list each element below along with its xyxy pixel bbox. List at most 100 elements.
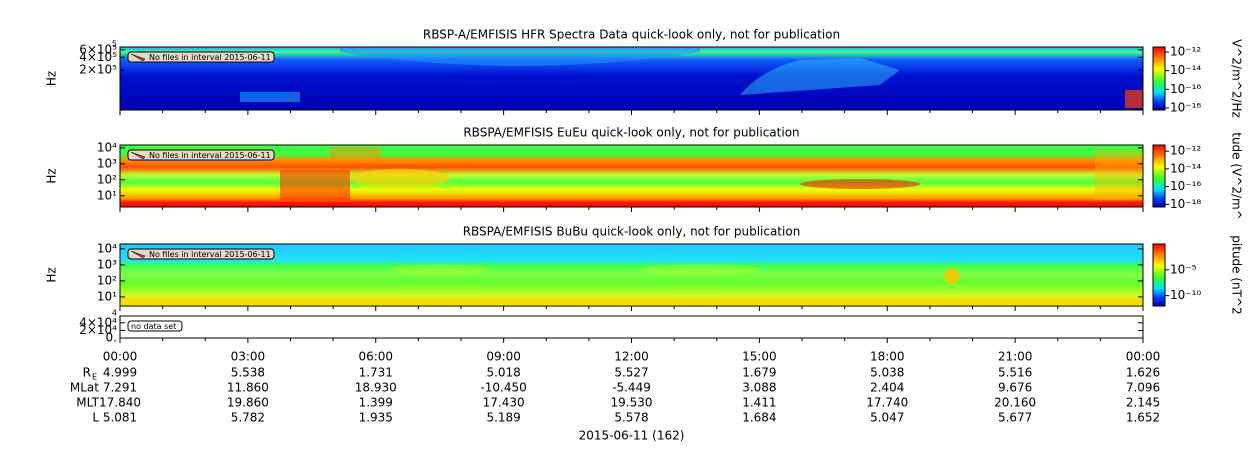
annotation-icon <box>130 250 146 259</box>
colorbar-label: pitude (nT^2 <box>1230 235 1244 314</box>
row-value: 19.530 <box>611 396 653 410</box>
y-axis-label: Hz <box>45 267 59 282</box>
row-value: 5.038 <box>870 366 904 380</box>
colorbar-label: V^2/m^2/Hz <box>1230 39 1244 118</box>
clipped-label: 5 <box>112 40 117 49</box>
row-value: 5.578 <box>614 411 648 425</box>
panel-title: RBSP-A/EMFISIS HFR Spectra Data quick-lo… <box>423 28 840 42</box>
colorbar-tick-label: 10⁻¹⁴ <box>1170 63 1201 77</box>
row-value: 7.096 <box>1126 381 1160 395</box>
x-tick-label: 03:00 <box>231 350 266 364</box>
row-value: 5.047 <box>870 411 904 425</box>
clipped-label: 4 <box>112 309 117 318</box>
x-tick-label: 21:00 <box>998 350 1033 364</box>
colorbar-tick-label: 10⁻¹⁶ <box>1170 179 1201 193</box>
colorbar-tick-label: 10⁻¹⁰ <box>1170 288 1201 302</box>
annotation-box <box>127 149 275 161</box>
row-value: 3.088 <box>742 381 776 395</box>
row-value: -5.449 <box>612 381 651 395</box>
row-value: 19.860 <box>227 396 269 410</box>
row-label: R <box>83 366 91 380</box>
annotation: No files in interval 2015-06-11 <box>127 248 275 260</box>
colorbar <box>1152 243 1166 307</box>
annotation-box <box>127 320 183 332</box>
row-value: 1.935 <box>359 411 393 425</box>
y-tick-label: 6×10⁵ <box>79 42 117 56</box>
y-tick-label: 10⁴ <box>97 241 117 255</box>
y-axis-label: Hz <box>45 71 59 86</box>
row-value: 1.626 <box>1126 366 1160 380</box>
colorbar-tick-label: 10⁻¹⁸ <box>1170 197 1201 211</box>
annotation-text: No files in interval 2015-06-11 <box>149 53 271 62</box>
y-tick-label: 10⁴ <box>97 140 117 154</box>
colorbar-tick-label: 10⁻¹⁸ <box>1170 100 1201 114</box>
row-value: 1.652 <box>1126 411 1160 425</box>
x-tick-label: 18:00 <box>870 350 905 364</box>
row-value: 17.430 <box>483 396 525 410</box>
spectrogram-texture <box>120 47 1143 338</box>
row-value: 5.677 <box>998 411 1032 425</box>
row-value: 1.411 <box>742 396 776 410</box>
row-value: 17.740 <box>866 396 908 410</box>
row-label-subscript: E <box>92 373 97 382</box>
row-value: 5.189 <box>486 411 520 425</box>
panel-title: RBSPA/EMFISIS EuEu quick-look only, not … <box>463 126 799 140</box>
row-value: 5.516 <box>998 366 1032 380</box>
colorbar-tick-label: 10⁻¹⁴ <box>1170 161 1201 175</box>
row-label: L <box>92 411 99 425</box>
annotation-box <box>127 51 275 63</box>
date-label: 2015-06-11 (162) <box>579 429 685 443</box>
row-value: 1.684 <box>742 411 776 425</box>
annotation: no data set <box>127 320 183 332</box>
y-tick-label: 2×10⁴ <box>79 323 117 337</box>
y-tick-label: 2×10⁵ <box>79 63 117 77</box>
y-tick-label: 10¹ <box>97 188 117 202</box>
y-tick-label: 4×10⁴ <box>79 315 117 329</box>
row-value: 7.291 <box>103 381 137 395</box>
row-label: MLT <box>76 396 99 410</box>
y-axis-label: Hz <box>45 168 59 183</box>
y-tick-label: 10¹ <box>97 289 117 303</box>
row-value: -10.450 <box>480 381 526 395</box>
x-tick-label: 00:00 <box>1126 350 1161 364</box>
row-value: 9.676 <box>998 381 1032 395</box>
x-tick-label: 15:00 <box>742 350 777 364</box>
y-tick-label: 0. <box>106 331 117 345</box>
annotation-box <box>127 248 275 260</box>
x-tick-label: 12:00 <box>614 350 649 364</box>
annotation-icon <box>130 151 146 160</box>
x-tick-label: 09:00 <box>486 350 521 364</box>
row-value: 2.404 <box>870 381 904 395</box>
row-value: 18.930 <box>355 381 397 395</box>
row-value: 5.018 <box>486 366 520 380</box>
row-value: 1.399 <box>359 396 393 410</box>
row-value: 5.081 <box>103 411 137 425</box>
row-value: 5.782 <box>231 411 265 425</box>
y-tick-label: 10³ <box>97 257 117 271</box>
row-value: 1.731 <box>359 366 393 380</box>
colorbar-tick-label: 10⁻¹² <box>1170 144 1201 158</box>
y-tick-label: 4×10⁵ <box>79 50 117 64</box>
annotation-text: No files in interval 2015-06-11 <box>149 151 271 160</box>
x-tick-label: 06:00 <box>358 350 393 364</box>
colorbar-tick-label: 10⁻¹² <box>1170 45 1201 59</box>
colorbar-label: tude (V^2/m^ <box>1230 132 1244 220</box>
row-value: 1.679 <box>742 366 776 380</box>
colorbar-tick-label: 10⁻⁵ <box>1170 262 1197 276</box>
row-label: MLat <box>70 381 99 395</box>
panel-title: RBSPA/EMFISIS BuBu quick-look only, not … <box>463 225 801 239</box>
row-value: 5.527 <box>614 366 648 380</box>
x-tick-label: 00:00 <box>103 350 138 364</box>
row-value: 11.860 <box>227 381 269 395</box>
row-value: 20.160 <box>994 396 1036 410</box>
row-value: 5.538 <box>231 366 265 380</box>
colorbar <box>1152 46 1166 111</box>
annotation-text: No files in interval 2015-06-11 <box>149 250 271 259</box>
y-tick-label: 10² <box>97 273 117 287</box>
row-value: 4.999 <box>103 366 137 380</box>
y-tick-label: 10² <box>97 172 117 186</box>
row-value: 2.145 <box>1126 396 1160 410</box>
colorbar-tick-label: 10⁻¹⁶ <box>1170 82 1201 96</box>
annotation-icon <box>130 53 146 62</box>
